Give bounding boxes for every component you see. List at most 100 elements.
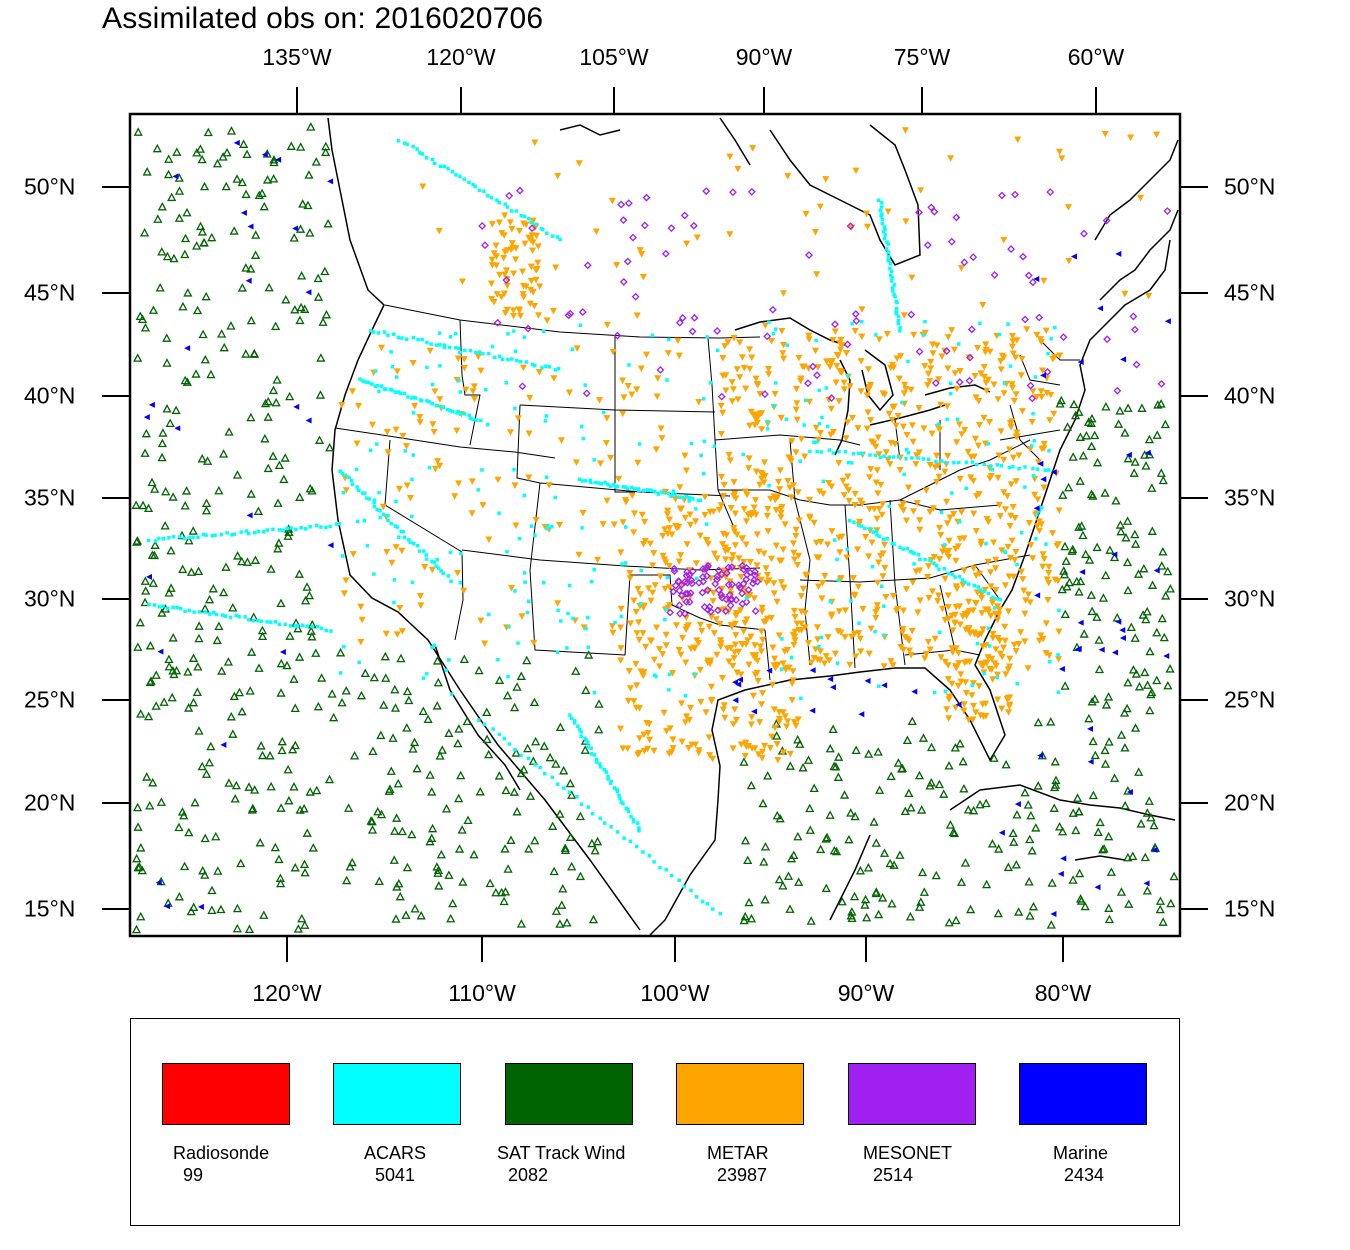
acars-marker [367,497,372,501]
metar-marker [678,738,686,746]
mesonet-marker [631,292,640,301]
acars-marker [507,625,511,629]
metar-marker [728,556,736,564]
metar-marker [701,511,709,519]
metar-marker [980,373,988,381]
metar-marker [353,440,361,448]
sat-wind-marker [1028,901,1039,911]
metar-marker [931,635,939,643]
acars-marker [441,405,446,410]
metar-marker [944,453,952,460]
metar-marker [575,551,583,559]
coastlines [327,117,1179,936]
acars-marker [187,535,191,540]
sat-wind-marker [263,412,273,421]
sat-wind-marker [250,555,261,564]
acars-marker [892,283,897,287]
metar-marker [969,716,977,724]
acars-marker [538,765,542,770]
sat-wind-marker [560,843,570,852]
metar-marker [686,511,694,519]
marine-marker [1050,911,1057,918]
metar-marker [1012,478,1020,485]
sat-wind-marker [239,139,249,148]
metar-marker [786,750,794,758]
metar-marker [685,745,693,752]
acars-marker [152,603,157,607]
metar-marker [909,579,917,586]
metar-marker [479,502,487,509]
sat-wind-marker [201,498,212,508]
sat-wind-marker [433,865,444,875]
sat-wind-marker [1120,428,1130,437]
acars-marker [667,688,671,692]
sat-wind-marker [1068,808,1078,817]
mesonet-marker [689,221,698,230]
metar-marker [908,627,916,635]
acars-marker [410,477,414,482]
sat-wind-marker [192,687,202,697]
metar-marker [608,623,616,630]
sat-wind-marker [302,828,312,837]
acars-marker [572,721,577,725]
metar-marker [693,234,701,242]
sat-wind-marker [325,442,335,452]
mesonet-marker [582,389,591,398]
metar-marker [525,430,533,438]
mesonet-marker [1024,271,1033,280]
metar-marker [982,642,990,649]
sat-wind-marker [214,621,224,631]
metar-marker [720,567,728,575]
acars-marker [1031,474,1036,478]
metar-marker [722,556,730,563]
marine-marker [1037,752,1044,759]
sat-wind-marker [232,903,243,913]
acars-marker [239,530,243,534]
metar-marker [765,371,773,378]
metar-marker [1039,635,1047,643]
sat-wind-marker [1049,803,1059,812]
metar-marker [639,672,647,680]
metar-marker [1153,131,1161,139]
metar-marker [529,247,537,255]
acars-marker [368,448,373,453]
sat-wind-marker [345,861,355,871]
metar-marker [1026,599,1034,606]
sat-wind-marker [1031,823,1041,832]
sat-wind-marker [918,733,929,742]
sat-wind-marker [283,531,293,540]
metar-marker [873,602,881,609]
acars-marker [165,606,170,611]
sat-wind-marker [281,294,291,304]
sat-wind-marker [448,898,458,908]
mesonet-marker [688,579,696,588]
metar-marker [857,358,865,365]
sat-wind-marker [184,535,194,545]
acars-marker [881,230,886,234]
metar-marker [783,723,791,731]
sat-wind-marker [285,391,295,401]
sat-wind-marker [300,595,311,605]
sat-wind-marker [268,385,279,395]
acars-marker [978,588,983,592]
acars-marker [247,531,251,536]
metar-marker [731,510,739,517]
acars-marker [376,331,381,335]
metar-marker [1034,459,1042,466]
acars-marker [576,724,580,729]
mesonet-marker [805,251,813,259]
metar-marker [686,704,694,712]
marine-marker [766,667,773,674]
sat-wind-marker [805,803,815,813]
legend-count: 2514 [873,1165,914,1185]
sat-wind-marker [1087,696,1097,706]
acars-marker [789,655,794,660]
acars-marker [974,462,979,467]
metar-marker [661,526,669,533]
metar-marker [525,474,533,481]
metar-marker [935,524,943,532]
acars-marker [524,360,529,364]
acars-marker [568,713,572,717]
metar-marker [665,602,673,609]
sat-wind-marker [1120,743,1130,752]
